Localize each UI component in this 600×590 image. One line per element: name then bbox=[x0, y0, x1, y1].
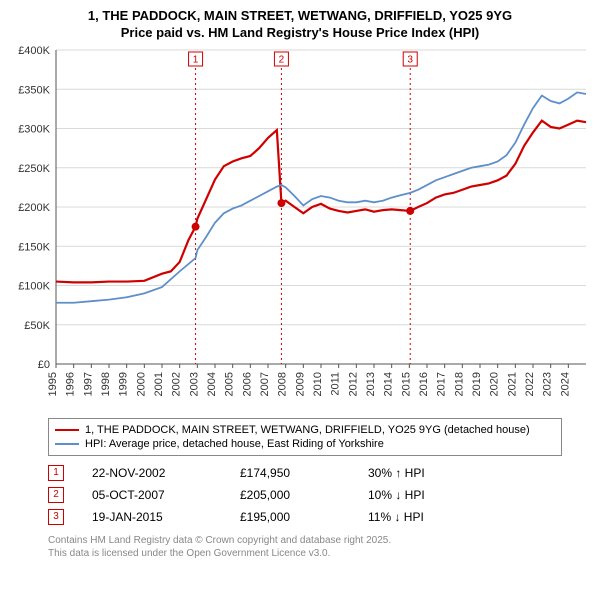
svg-text:2019: 2019 bbox=[471, 372, 483, 396]
event-price: £205,000 bbox=[240, 488, 340, 502]
svg-text:2016: 2016 bbox=[418, 372, 430, 396]
svg-text:2024: 2024 bbox=[559, 372, 571, 396]
event-date: 05-OCT-2007 bbox=[92, 488, 212, 502]
svg-text:1999: 1999 bbox=[118, 372, 130, 396]
footnote: Contains HM Land Registry data © Crown c… bbox=[48, 534, 592, 560]
svg-text:2004: 2004 bbox=[206, 372, 218, 396]
svg-text:2023: 2023 bbox=[542, 372, 554, 396]
svg-text:£250K: £250K bbox=[18, 163, 50, 175]
svg-text:£200K: £200K bbox=[18, 202, 50, 214]
svg-text:2008: 2008 bbox=[277, 372, 289, 396]
event-row: 3 19-JAN-2015 £195,000 11% ↓ HPI bbox=[48, 506, 592, 528]
svg-text:1998: 1998 bbox=[100, 372, 112, 396]
svg-text:2006: 2006 bbox=[241, 372, 253, 396]
event-price: £195,000 bbox=[240, 510, 340, 524]
chart-title-line1: 1, THE PADDOCK, MAIN STREET, WETWANG, DR… bbox=[8, 8, 592, 25]
svg-text:2007: 2007 bbox=[259, 372, 271, 396]
legend-label: HPI: Average price, detached house, East… bbox=[85, 438, 384, 450]
svg-text:£150K: £150K bbox=[18, 241, 50, 253]
svg-text:2015: 2015 bbox=[400, 372, 412, 396]
event-marker-icon: 1 bbox=[48, 465, 64, 481]
svg-text:£350K: £350K bbox=[18, 84, 50, 96]
legend-item: 1, THE PADDOCK, MAIN STREET, WETWANG, DR… bbox=[55, 423, 555, 437]
svg-text:2005: 2005 bbox=[224, 372, 236, 396]
svg-text:1: 1 bbox=[193, 55, 199, 66]
svg-text:2000: 2000 bbox=[135, 372, 147, 396]
event-marker-icon: 3 bbox=[48, 509, 64, 525]
svg-text:2022: 2022 bbox=[524, 372, 536, 396]
svg-text:£400K: £400K bbox=[18, 45, 50, 57]
svg-text:2017: 2017 bbox=[436, 372, 448, 396]
event-delta: 30% ↑ HPI bbox=[368, 466, 425, 480]
line-chart: £0 £50K £100K £150K £200K £250K £300K £350K £400… bbox=[8, 44, 592, 414]
legend-swatch bbox=[55, 443, 79, 445]
svg-text:£100K: £100K bbox=[18, 280, 50, 292]
svg-text:2020: 2020 bbox=[489, 372, 501, 396]
chart-legend: 1, THE PADDOCK, MAIN STREET, WETWANG, DR… bbox=[48, 418, 562, 456]
event-date: 19-JAN-2015 bbox=[92, 510, 212, 524]
event-price: £174,950 bbox=[240, 466, 340, 480]
footnote-line: Contains HM Land Registry data © Crown c… bbox=[48, 534, 592, 547]
svg-text:1996: 1996 bbox=[65, 372, 77, 396]
svg-text:1997: 1997 bbox=[82, 372, 94, 396]
svg-text:£0: £0 bbox=[38, 359, 50, 371]
legend-swatch bbox=[55, 429, 79, 431]
svg-text:2009: 2009 bbox=[294, 372, 306, 396]
svg-text:2011: 2011 bbox=[330, 372, 342, 396]
svg-text:2012: 2012 bbox=[347, 372, 359, 396]
svg-text:2001: 2001 bbox=[153, 372, 165, 396]
event-table: 1 22-NOV-2002 £174,950 30% ↑ HPI 2 05-OC… bbox=[48, 462, 592, 528]
svg-text:2014: 2014 bbox=[383, 372, 395, 396]
event-delta: 10% ↓ HPI bbox=[368, 488, 425, 502]
event-date: 22-NOV-2002 bbox=[92, 466, 212, 480]
svg-text:£50K: £50K bbox=[24, 320, 50, 332]
svg-text:1995: 1995 bbox=[47, 372, 59, 396]
footnote-line: This data is licensed under the Open Gov… bbox=[48, 547, 592, 560]
event-row: 1 22-NOV-2002 £174,950 30% ↑ HPI bbox=[48, 462, 592, 484]
svg-text:2021: 2021 bbox=[506, 372, 518, 396]
legend-item: HPI: Average price, detached house, East… bbox=[55, 437, 555, 451]
svg-text:2013: 2013 bbox=[365, 372, 377, 396]
svg-text:2010: 2010 bbox=[312, 372, 324, 396]
svg-text:2002: 2002 bbox=[171, 372, 183, 396]
legend-label: 1, THE PADDOCK, MAIN STREET, WETWANG, DR… bbox=[85, 424, 530, 436]
chart-title-line2: Price paid vs. HM Land Registry's House … bbox=[8, 25, 592, 40]
svg-text:2018: 2018 bbox=[453, 372, 465, 396]
svg-text:3: 3 bbox=[407, 55, 413, 66]
event-delta: 11% ↓ HPI bbox=[368, 510, 424, 524]
svg-text:£300K: £300K bbox=[18, 123, 50, 135]
event-marker-icon: 2 bbox=[48, 487, 64, 503]
svg-text:2: 2 bbox=[279, 55, 285, 66]
svg-text:2003: 2003 bbox=[188, 372, 200, 396]
event-row: 2 05-OCT-2007 £205,000 10% ↓ HPI bbox=[48, 484, 592, 506]
